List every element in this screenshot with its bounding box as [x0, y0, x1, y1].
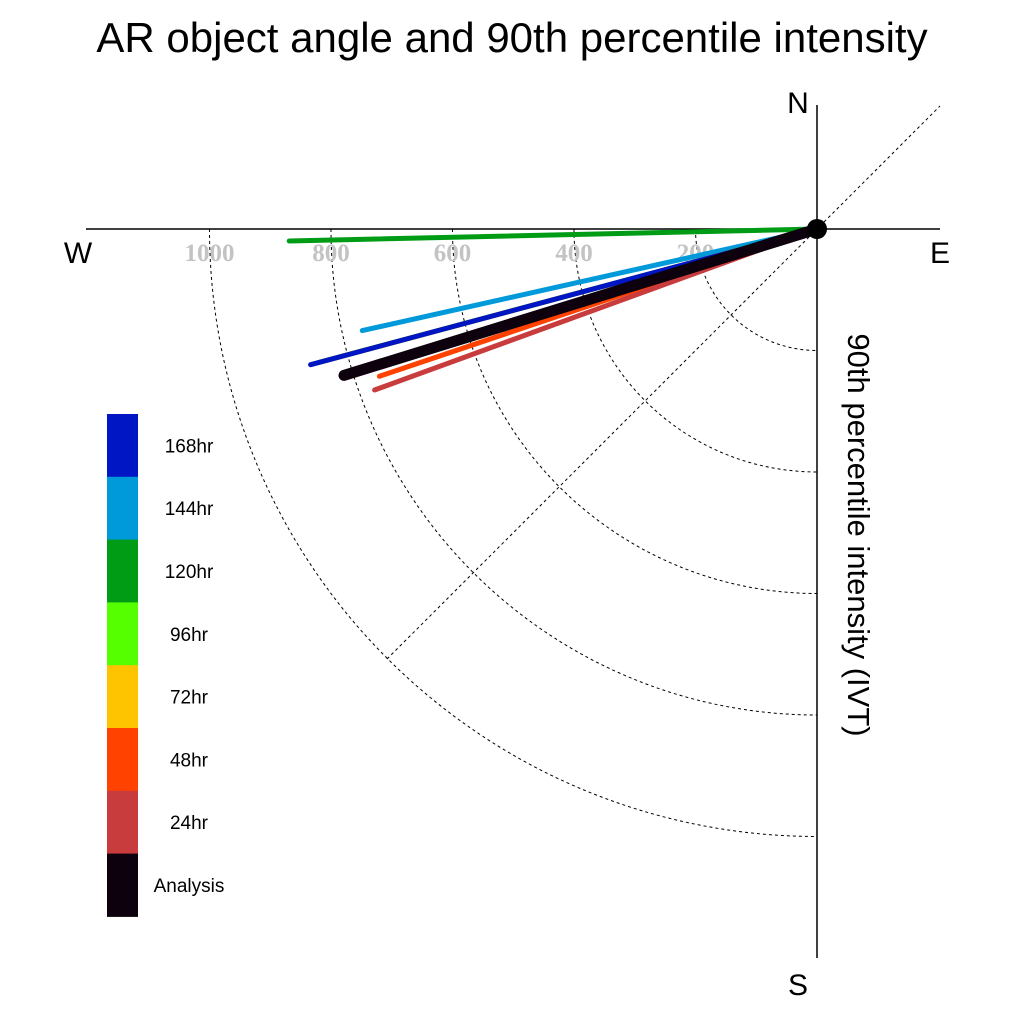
south-label: S [788, 969, 808, 1002]
legend-swatch-48hr [107, 728, 138, 792]
legend-swatch-72hr [107, 665, 138, 729]
legend-label-48hr: 48hr [170, 750, 209, 771]
legend-swatch-96hr [107, 602, 138, 666]
legend-label-72hr: 72hr [170, 688, 209, 709]
origin-point [807, 219, 827, 239]
series-line-120hr [286, 226, 820, 244]
legend: 168hr 144hr 120hr 96hr 72hr 48hr 24hr Analysis [107, 414, 224, 917]
legend-swatch-120hr [107, 539, 138, 603]
legend-swatch-24hr [107, 790, 138, 855]
series-lines [286, 223, 823, 393]
legend-swatch-168hr [107, 414, 138, 478]
legend-swatch-analysis [107, 853, 138, 917]
legend-label-120hr: 120hr [165, 562, 214, 583]
east-label: E [930, 237, 950, 270]
range-ring-1000 [209, 228, 818, 837]
ring-label-600: 600 [434, 240, 472, 267]
ring-label-400: 400 [555, 240, 593, 267]
y-axis-title: 90th percentile intensity (IVT) [841, 333, 876, 736]
chart-title: AR object angle and 90th percentile inte… [96, 14, 928, 61]
series-line-144hr [359, 226, 820, 334]
legend-label-168hr: 168hr [165, 436, 214, 457]
legend-swatch-144hr [107, 476, 138, 541]
legend-label-analysis: Analysis [154, 876, 225, 897]
legend-label-24hr: 24hr [170, 813, 209, 834]
ring-label-800: 800 [312, 240, 350, 267]
north-label: N [787, 87, 809, 120]
legend-label-96hr: 96hr [170, 625, 209, 646]
legend-label-144hr: 144hr [165, 499, 214, 520]
series-line-analysis [338, 223, 823, 381]
diagonal-guide [386, 105, 941, 660]
ring-label-1000: 1000 [185, 240, 235, 267]
west-label: W [64, 237, 93, 270]
range-ring-800 [330, 228, 818, 716]
range-ring-600 [452, 228, 818, 594]
